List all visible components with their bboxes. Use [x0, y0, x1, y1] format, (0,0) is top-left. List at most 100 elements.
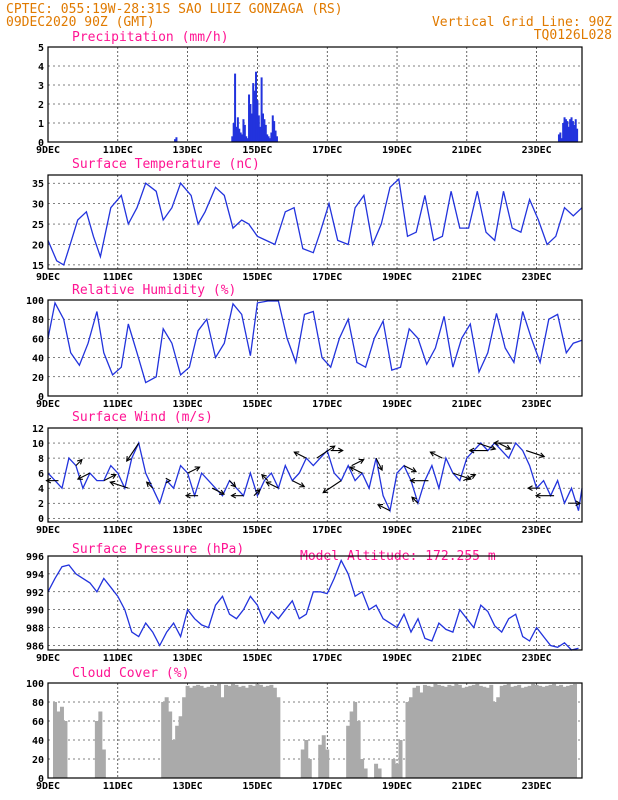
precip-bar [256, 100, 259, 142]
cloud-bar [353, 702, 358, 778]
cloud-bar [185, 685, 190, 778]
wind-arrowhead [349, 466, 356, 472]
wind-arrow [411, 496, 419, 504]
precip-bar [248, 94, 251, 142]
precip-bar [562, 123, 565, 142]
wind-ytick-label: 10 [32, 439, 44, 450]
precip-bar [576, 128, 579, 142]
cloud-bar [213, 685, 218, 778]
precip-bar [257, 115, 260, 142]
wind-arrow [146, 481, 154, 489]
cloud-bar [56, 711, 61, 778]
wind-arrow [349, 466, 363, 474]
cloud-bar [433, 683, 438, 778]
panel-cloud: Cloud Cover (%) 0 20 40 60 80 100 9DEC 11DEC 13DE… [26, 666, 583, 792]
wind-arrowhead [338, 447, 344, 454]
wind-arrowhead [219, 489, 226, 495]
cloud-bar [436, 684, 441, 778]
cloud-bar [59, 706, 64, 778]
cloud-xtick-label: 9DEC [36, 781, 60, 792]
wind-arrow [75, 459, 83, 466]
precip-bar [260, 77, 263, 142]
cloud-bar [217, 683, 222, 778]
rh-title: Relative Humidity (%) [72, 283, 236, 298]
cloud-bar [531, 683, 536, 778]
cloud-bar [548, 684, 553, 778]
cloud-bar [325, 749, 330, 778]
cloud-bar [468, 685, 473, 778]
temp-xtick-label: 21DEC [452, 272, 482, 283]
wind-arrowhead [322, 487, 329, 494]
wind-arrowhead [377, 465, 383, 472]
wind-arrowhead [539, 452, 546, 458]
rh-xtick-label: 23DEC [522, 399, 552, 410]
precip-bar [569, 119, 572, 142]
rh-ytick-label: 80 [32, 315, 44, 326]
precip-xtick-label: 21DEC [452, 145, 482, 156]
cloud-bar [447, 684, 452, 778]
cloud-bar [482, 686, 487, 778]
cloud-bar [276, 697, 281, 778]
rh-ytick-label: 40 [32, 354, 44, 365]
cloud-bar [412, 687, 417, 778]
cloud-ytick-label: 0 [38, 774, 44, 785]
cloud-bar [237, 686, 242, 778]
pressure-ytick-label: 988 [26, 624, 44, 635]
wind-arrowhead [429, 451, 436, 457]
cloud-xtick-label: 17DEC [312, 781, 342, 792]
cloud-bar [450, 685, 455, 778]
cloud-bar [258, 684, 263, 778]
cloud-bar [573, 683, 578, 778]
cloud-bar [171, 740, 176, 778]
cloud-bar [234, 684, 239, 778]
wind-arrowhead [575, 500, 582, 507]
precip-bar [263, 119, 266, 142]
cloud-bar [94, 721, 99, 778]
cloud-bar [510, 686, 515, 778]
wind-xtick-label: 15DEC [242, 525, 272, 536]
cloud-bar [569, 684, 574, 778]
cloud-bar [478, 685, 483, 778]
precip-bar [236, 117, 239, 142]
wind-series-line [47, 440, 583, 513]
cloud-bar [527, 685, 532, 778]
precip-bar [241, 134, 244, 142]
panel-rh: Relative Humidity (%) 0 20 40 60 80 100 9DEC 11D… [26, 283, 583, 410]
cloud-bar [552, 683, 557, 778]
precip-bar [560, 138, 563, 142]
precip-bar [231, 136, 234, 142]
cloud-bar [566, 685, 571, 778]
pressure-series-line [47, 558, 579, 651]
wind-arrowhead [329, 445, 336, 451]
wind-arrowhead [299, 482, 306, 488]
temp-xtick-label: 9DEC [36, 272, 60, 283]
cloud-bar [461, 687, 466, 778]
header-station: CPTEC: 055:19W-28:31S SAO LUIZ GONZAGA (… [6, 2, 343, 17]
cloud-ytick-label: 40 [32, 736, 44, 747]
precip-ytick-label: 3 [38, 81, 44, 92]
precip-bar [243, 124, 246, 142]
cloud-bar [269, 684, 274, 778]
wind-arrow [316, 445, 336, 459]
wind-arrow [525, 450, 545, 458]
precip-bar [250, 113, 253, 142]
cloud-bar [520, 687, 525, 778]
wind-arrowhead [470, 473, 477, 480]
cloud-bar [562, 686, 567, 778]
cloud-bar [182, 697, 187, 778]
wind-arrowhead [76, 474, 83, 480]
precip-xtick-label: 13DEC [173, 145, 203, 156]
precip-bar [242, 119, 245, 142]
cloud-bar [248, 684, 253, 778]
cloud-bar [265, 685, 270, 778]
pressure-xtick-label: 9DEC [36, 653, 60, 664]
rh-xtick-label: 13DEC [173, 399, 203, 410]
cloud-bar [398, 740, 403, 778]
wind-arrowhead [293, 451, 300, 457]
wind-arrowhead [410, 467, 418, 473]
cloud-bar [506, 683, 511, 778]
temp-xtick-label: 15DEC [242, 272, 272, 283]
temp-ytick-label: 30 [32, 200, 44, 211]
wind-arrow [463, 474, 476, 482]
pressure-ytick-label: 992 [26, 588, 44, 599]
